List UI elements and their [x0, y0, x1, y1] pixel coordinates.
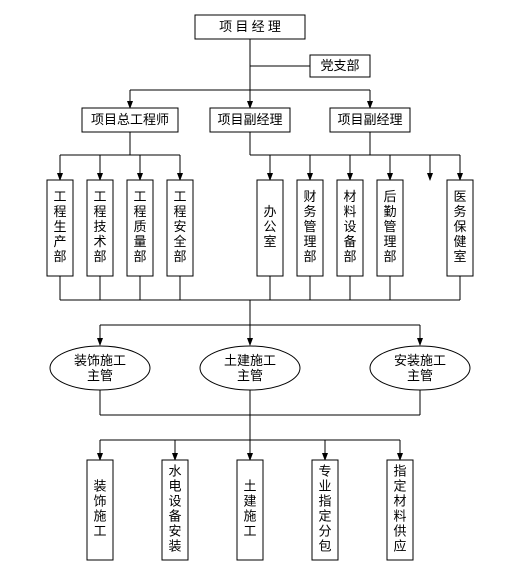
node-d5: 办公室 — [257, 180, 283, 276]
svg-text:工程生产部: 工程生产部 — [53, 189, 66, 264]
label-deputy-1: 项目副经理 — [217, 112, 282, 127]
node-d7: 材料设备部 — [337, 180, 363, 276]
node-d1: 工程生产部 — [47, 180, 73, 276]
node-b4: 专业指定分包 — [312, 460, 338, 560]
svg-text:材料设备部: 材料设备部 — [343, 189, 356, 264]
node-d6: 财务管理部 — [297, 180, 323, 276]
svg-text:装饰施工: 装饰施工 — [93, 478, 106, 538]
node-b1: 装饰施工 — [87, 460, 113, 560]
svg-text:工程技术部: 工程技术部 — [93, 189, 106, 264]
node-d4: 工程安全部 — [167, 180, 193, 276]
org-chart: 项 目 经 理 党支部 项目总工程师 项目副经理 项目副经理 工程生产部 工程技… — [0, 0, 515, 575]
node-d3: 工程质量部 — [127, 180, 153, 276]
label-s2-l1: 土建施工 — [224, 353, 276, 368]
label-chief-engineer: 项目总工程师 — [91, 112, 169, 127]
label-deputy-2: 项目副经理 — [337, 112, 402, 127]
svg-text:专业指定分包: 专业指定分包 — [318, 463, 331, 553]
label-project-manager: 项 目 经 理 — [219, 19, 281, 34]
node-d9: 医务保健室 — [447, 180, 473, 276]
svg-text:工程质量部: 工程质量部 — [133, 189, 146, 264]
label-s3-l1: 安装施工 — [394, 353, 446, 368]
label-s3-l2: 主管 — [407, 368, 433, 383]
node-b2: 水电设备安装 — [162, 460, 188, 560]
svg-text:医务保健室: 医务保健室 — [453, 189, 466, 264]
svg-text:后勤管理部: 后勤管理部 — [383, 189, 396, 264]
node-d8: 后勤管理部 — [377, 180, 403, 276]
svg-text:指定材料供应: 指定材料供应 — [393, 463, 406, 553]
node-d2: 工程技术部 — [87, 180, 113, 276]
label-party-branch: 党支部 — [320, 58, 359, 73]
node-b3: 土建施工 — [237, 460, 263, 560]
svg-text:工程安全部: 工程安全部 — [173, 189, 186, 264]
svg-text:财务管理部: 财务管理部 — [303, 189, 316, 264]
label-s2-l2: 主管 — [237, 368, 263, 383]
svg-text:水电设备安装: 水电设备安装 — [168, 463, 181, 553]
label-s1-l1: 装饰施工 — [74, 353, 126, 368]
label-s1-l2: 主管 — [87, 368, 113, 383]
svg-text:土建施工: 土建施工 — [243, 478, 256, 538]
svg-text:办公室: 办公室 — [263, 204, 276, 249]
node-b5: 指定材料供应 — [387, 460, 413, 560]
